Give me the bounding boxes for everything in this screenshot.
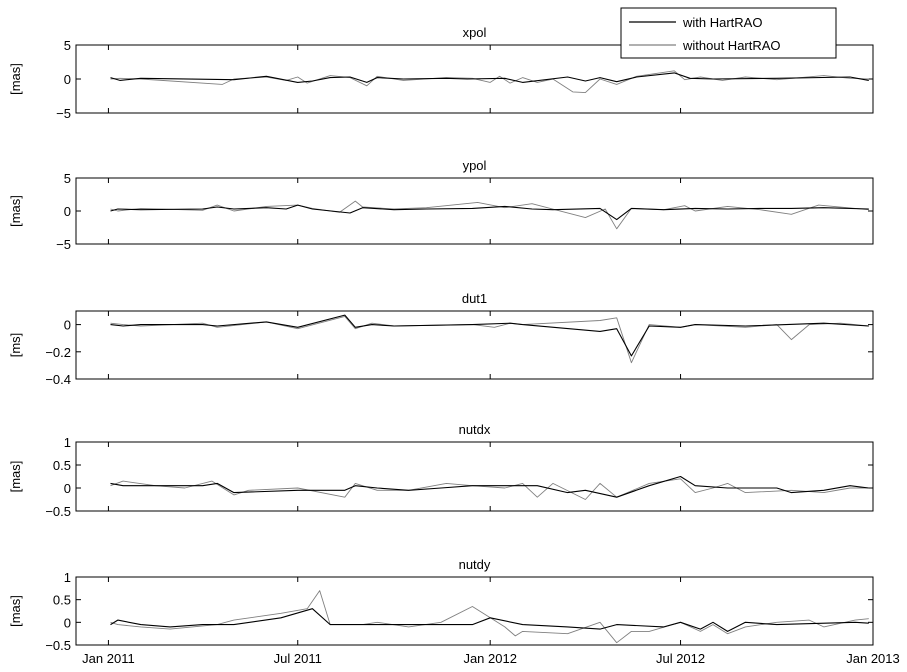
nutdy-axes-frame [75,576,874,646]
xpol-line-with-hartrao [110,72,869,83]
dut1-ytick-label: 0 [64,318,71,333]
nutdx-ytick-label: 0 [64,481,71,496]
nutdy-line-without-hartrao [110,590,869,644]
xpol-line-without-hartrao [110,70,869,94]
nutdx-ytick-label: 0.5 [53,458,71,473]
xpol-ytick-label: −5 [56,106,71,121]
nutdx-line-with-hartrao [110,475,869,498]
nutdx-ytick-label: −0.5 [45,504,71,519]
ypol-ytick-label: −5 [56,237,71,252]
ypol-ytick-label: 0 [64,204,71,219]
dut1-line-without-hartrao [110,315,869,364]
xpol-ylabel: [mas] [8,63,23,95]
xpol-ytick-label: 5 [64,38,71,53]
ypol-panel-title: ypol [463,158,487,173]
x-tick-label: Jul 2011 [274,651,322,666]
x-tick-label: Jan 2011 [82,651,135,666]
nutdy-panel-title: nutdy [459,557,491,572]
ypol-line-without-hartrao [110,200,869,230]
ypol-ytick-label: 5 [64,171,71,186]
nutdx-ytick-label: 1 [64,435,71,450]
ypol-ylabel: [mas] [8,195,23,227]
nutdy-ytick-label: 0.5 [53,593,71,608]
legend-box [620,7,837,59]
xpol-panel-title: xpol [463,25,487,40]
ypol-axes-frame [75,177,874,245]
nutdy-ytick-label: 1 [64,570,71,585]
dut1-ytick-label: −0.2 [45,345,71,360]
x-tick-label: Jul 2012 [656,651,705,666]
dut1-axes-frame [75,310,874,380]
x-tick-label: Jan 2013 [846,651,900,666]
legend-label-without-hartrao: without HartRAO [682,38,781,53]
nutdy-ytick-label: −0.5 [45,638,71,653]
nutdx-ylabel: [mas] [8,461,23,493]
dut1-ytick-label: −0.4 [45,372,71,387]
x-tick-label: Jan 2012 [463,651,517,666]
legend-label-with-hartrao: with HartRAO [682,15,762,30]
nutdx-panel-title: nutdx [459,422,491,437]
ypol-line-with-hartrao [110,204,869,221]
dut1-ylabel: [ms] [8,333,23,358]
dut1-panel-title: dut1 [462,291,487,306]
nutdy-ylabel: [mas] [8,595,23,627]
nutdx-line-without-hartrao [110,478,869,500]
dut1-line-with-hartrao [110,314,869,357]
nutdy-ytick-label: 0 [64,615,71,630]
xpol-ytick-label: 0 [64,72,71,87]
xpol-axes-frame [75,44,874,114]
nutdy-line-with-hartrao [110,608,869,632]
nutdx-axes-frame [75,441,874,512]
